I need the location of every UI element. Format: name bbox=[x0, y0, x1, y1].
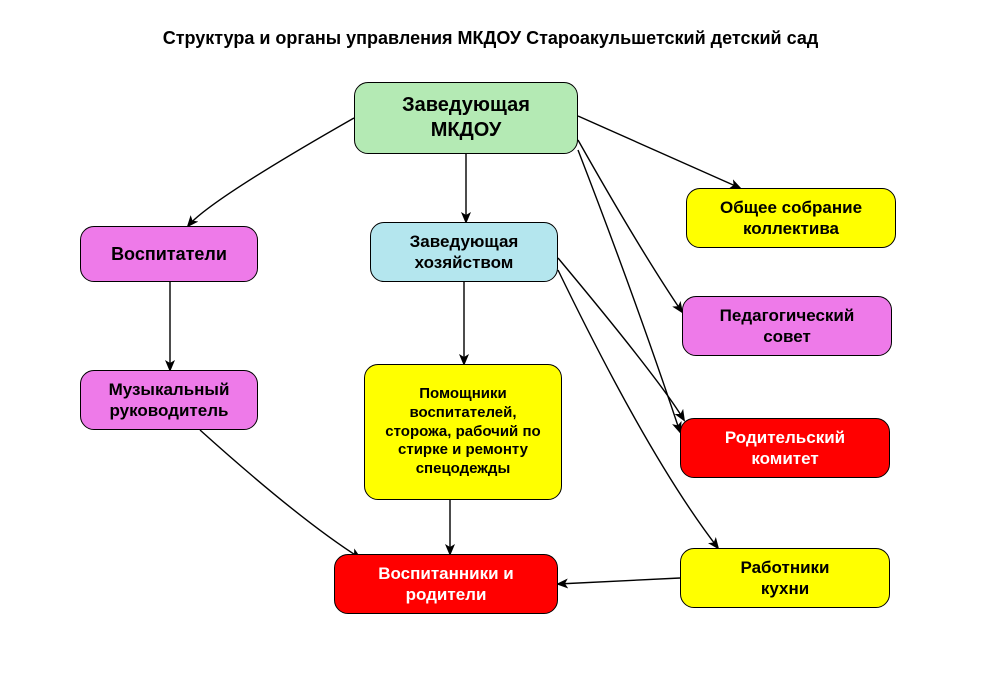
node-educators: Воспитатели bbox=[80, 226, 258, 282]
node-assembly: Общее собрание коллектива bbox=[686, 188, 896, 248]
node-parentcom: Родительский комитет bbox=[680, 418, 890, 478]
node-label: Педагогический совет bbox=[720, 305, 855, 348]
node-label: Заведующая МКДОУ bbox=[402, 93, 530, 143]
node-label: Воспитатели bbox=[111, 243, 227, 266]
node-label: Общее собрание коллектива bbox=[720, 197, 862, 240]
edge-director-to-pedcouncil bbox=[578, 140, 682, 312]
edge-music-to-pupils bbox=[200, 430, 360, 558]
node-label: Воспитанники и родители bbox=[378, 563, 514, 606]
node-label: Заведующая хозяйством bbox=[410, 231, 519, 274]
node-pupils: Воспитанники и родители bbox=[334, 554, 558, 614]
node-label: Музыкальный руководитель bbox=[109, 379, 230, 422]
node-kitchen: Работники кухни bbox=[680, 548, 890, 608]
edge-director-to-parentcom bbox=[578, 150, 680, 432]
node-pedcouncil: Педагогический совет bbox=[682, 296, 892, 356]
edge-kitchen-to-pupils bbox=[558, 578, 680, 584]
edge-director-to-assembly bbox=[578, 116, 740, 188]
page-title: Структура и органы управления МКДОУ Стар… bbox=[0, 28, 981, 49]
node-director: Заведующая МКДОУ bbox=[354, 82, 578, 154]
node-helpers: Помощники воспитателей, сторожа, рабочий… bbox=[364, 364, 562, 500]
node-household: Заведующая хозяйством bbox=[370, 222, 558, 282]
node-label: Помощники воспитателей, сторожа, рабочий… bbox=[385, 385, 540, 479]
node-label: Родительский комитет bbox=[725, 427, 845, 470]
node-label: Работники кухни bbox=[740, 557, 829, 600]
node-music: Музыкальный руководитель bbox=[80, 370, 258, 430]
edge-household-to-parentcom bbox=[558, 258, 684, 420]
edge-director-to-educators bbox=[188, 118, 354, 226]
